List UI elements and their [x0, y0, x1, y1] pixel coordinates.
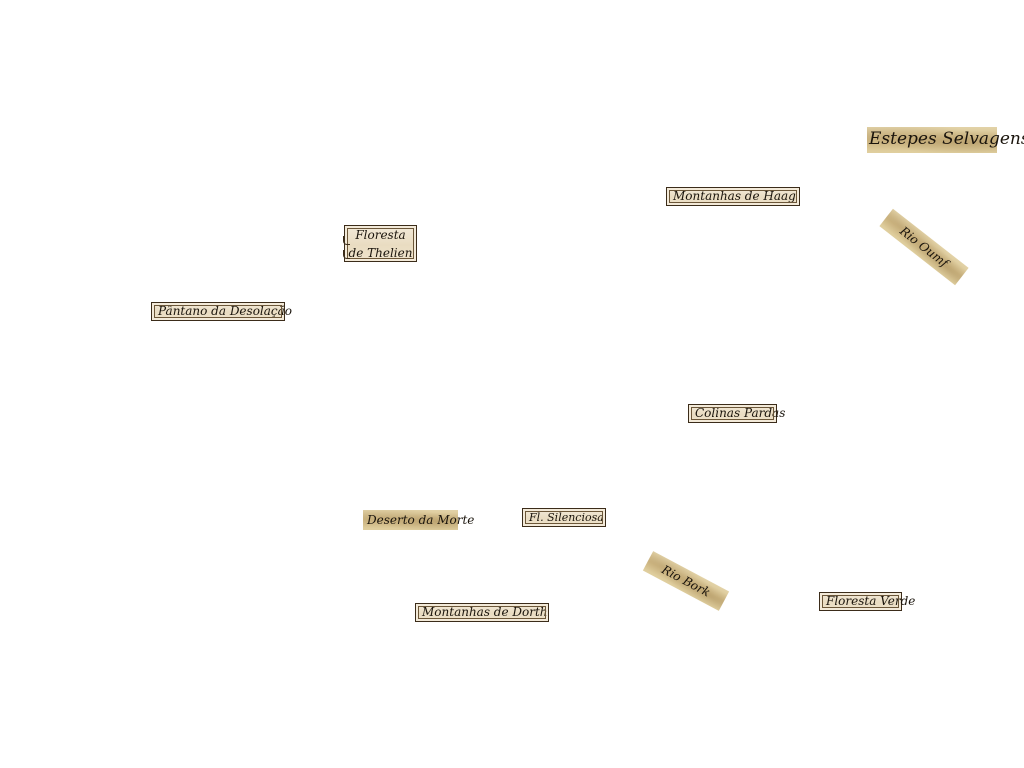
label-text: Fl. Silenciosa — [529, 511, 604, 524]
label-montanhas-de-dorth[interactable]: Montanhas de Dorth — [415, 603, 549, 622]
label-colinas-pardas[interactable]: Colinas Pardas — [688, 404, 785, 423]
label-fl-silenciosa[interactable]: Fl. Silenciosa — [522, 508, 606, 527]
label-text: Deserto da Morte — [367, 513, 475, 527]
label-text: Rio Bork — [659, 562, 713, 600]
label-montanhas-de-haag[interactable]: Montanhas de Haag — [666, 187, 800, 206]
label-rio-bork[interactable]: Rio Bork — [642, 551, 730, 611]
frame-hook-icon — [343, 250, 350, 259]
label-text: Rio Oumf — [897, 223, 951, 271]
label-text: Estepes Selvagens — [869, 129, 1024, 149]
label-rio-oumf[interactable]: Rio Oumf — [879, 208, 969, 286]
label-text: Floresta Verde — [826, 594, 916, 608]
label-estepes-selvagens[interactable]: Estepes Selvagens — [867, 127, 1024, 153]
label-text: Pântano da Desolação — [158, 304, 293, 318]
label-text-line1: Floresta — [355, 228, 406, 242]
label-deserto-da-morte[interactable]: Deserto da Morte — [363, 510, 474, 530]
label-pantano-da-desolacao[interactable]: Pântano da Desolação — [151, 302, 292, 321]
label-text: Colinas Pardas — [695, 406, 786, 420]
label-text: Montanhas de Dorth — [422, 605, 548, 619]
label-floresta-verde[interactable]: Floresta Verde — [819, 592, 915, 611]
label-text-line2: de Thelien — [348, 246, 413, 260]
label-floresta-de-thelien[interactable]: Floresta de Thelien — [343, 225, 417, 262]
frame-hook-icon — [343, 236, 350, 245]
label-text: Montanhas de Haag — [673, 189, 796, 203]
